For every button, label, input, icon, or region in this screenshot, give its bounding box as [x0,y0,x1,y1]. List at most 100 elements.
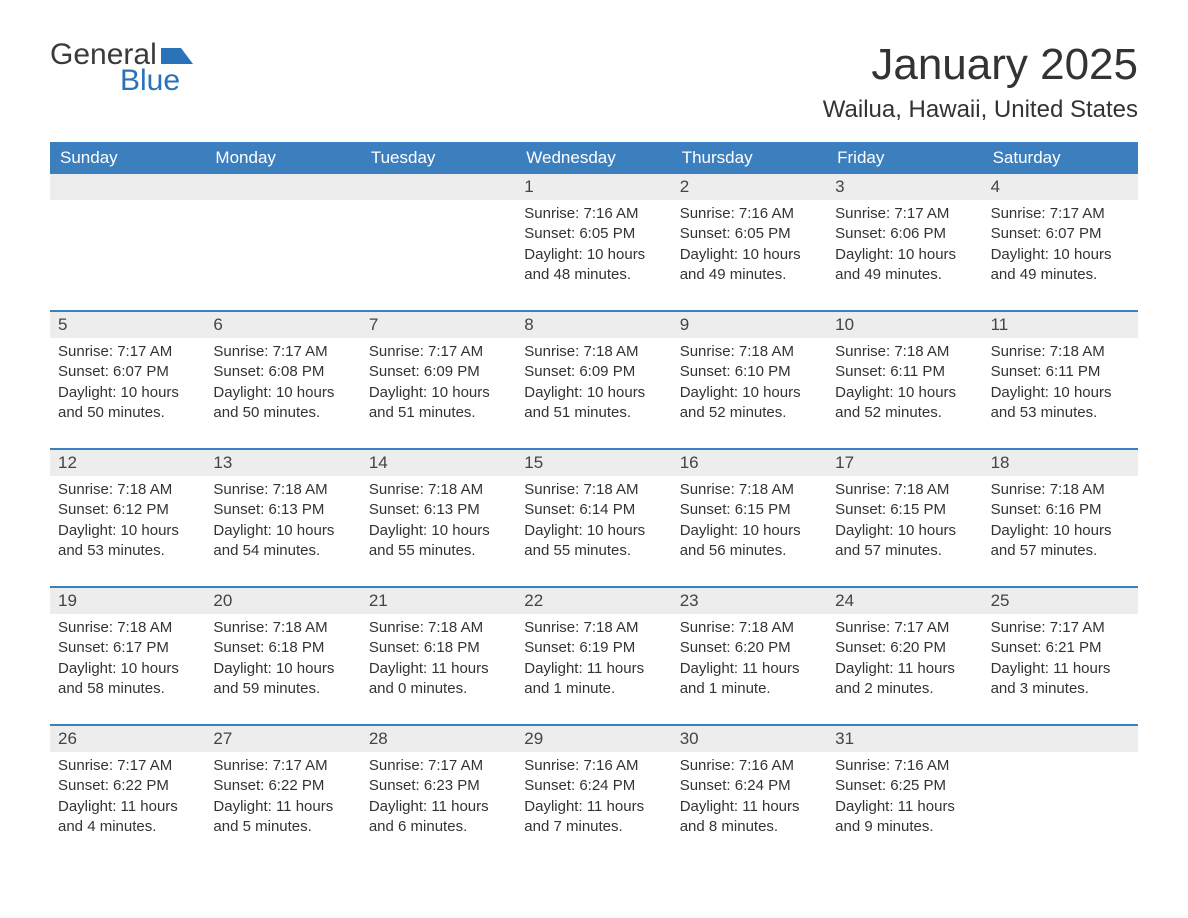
day-body: Sunrise: 7:17 AMSunset: 6:07 PMDaylight:… [983,200,1138,291]
sunrise-line-value: 7:18 AM [739,619,794,636]
daylight-line: Daylight: 11 hours and 1 minute. [680,659,819,700]
day-number [205,174,360,200]
day-number: 18 [983,450,1138,476]
day-body: Sunrise: 7:16 AMSunset: 6:05 PMDaylight:… [516,200,671,291]
daylight-line: Daylight: 10 hours and 55 minutes. [369,521,508,562]
sunrise-line: Sunrise: 7:17 AM [369,342,508,362]
sunrise-line: Sunrise: 7:17 AM [213,756,352,776]
daylight-line-label: Daylight: [369,798,427,815]
daylight-line-label: Daylight: [991,522,1049,539]
day-body: Sunrise: 7:16 AMSunset: 6:24 PMDaylight:… [672,752,827,843]
sunrise-line-value: 7:17 AM [273,343,328,360]
empty-cell [205,174,360,292]
logo: General Blue [50,40,193,96]
day-number: 9 [672,312,827,338]
sunset-line-value: 6:20 PM [735,639,791,656]
day-body: Sunrise: 7:18 AMSunset: 6:11 PMDaylight:… [983,338,1138,429]
sunset-line-value: 6:10 PM [735,363,791,380]
daylight-line-label: Daylight: [524,798,582,815]
sunrise-line-value: 7:18 AM [117,481,172,498]
weeks-container: 1Sunrise: 7:16 AMSunset: 6:05 PMDaylight… [50,174,1138,844]
day-number: 14 [361,450,516,476]
sunset-line-label: Sunset: [213,777,264,794]
sunset-line-label: Sunset: [58,777,109,794]
sunrise-line-label: Sunrise: [369,757,424,774]
day-number: 4 [983,174,1138,200]
daylight-line: Daylight: 10 hours and 56 minutes. [680,521,819,562]
sunset-line: Sunset: 6:24 PM [680,776,819,796]
sunset-line-value: 6:11 PM [890,363,945,380]
sunrise-line-value: 7:18 AM [583,343,638,360]
sunset-line: Sunset: 6:06 PM [835,224,974,244]
sunset-line-label: Sunset: [680,777,731,794]
daylight-line: Daylight: 10 hours and 57 minutes. [991,521,1130,562]
sunrise-line: Sunrise: 7:18 AM [524,342,663,362]
daylight-line-label: Daylight: [213,798,271,815]
daylight-line-label: Daylight: [369,384,427,401]
sunset-line-label: Sunset: [58,639,109,656]
sunrise-line-label: Sunrise: [369,343,424,360]
sunset-line-value: 6:18 PM [268,639,324,656]
day-cell: 20Sunrise: 7:18 AMSunset: 6:18 PMDayligh… [205,588,360,706]
day-body: Sunrise: 7:16 AMSunset: 6:24 PMDaylight:… [516,752,671,843]
day-cell: 25Sunrise: 7:17 AMSunset: 6:21 PMDayligh… [983,588,1138,706]
day-cell: 22Sunrise: 7:18 AMSunset: 6:19 PMDayligh… [516,588,671,706]
sunrise-line-label: Sunrise: [524,619,579,636]
sunrise-line-label: Sunrise: [58,481,113,498]
day-cell: 19Sunrise: 7:18 AMSunset: 6:17 PMDayligh… [50,588,205,706]
sunset-line-value: 6:06 PM [890,225,946,242]
sunset-line-value: 6:19 PM [579,639,635,656]
sunrise-line-value: 7:17 AM [428,343,483,360]
sunrise-line-value: 7:17 AM [894,619,949,636]
sunrise-line: Sunrise: 7:18 AM [524,480,663,500]
day-body: Sunrise: 7:18 AMSunset: 6:15 PM Daylight:… [827,476,982,567]
day-body: Sunrise: 7:18 AMSunset: 6:13 PMDaylight:… [205,476,360,567]
sunset-line: Sunset: 6:11 PM [991,362,1130,382]
daylight-line: Daylight: 10 hours and 54 minutes. [213,521,352,562]
daylight-line-label: Daylight: [835,660,893,677]
empty-cell [983,726,1138,844]
day-cell: 23Sunrise: 7:18 AMSunset: 6:20 PMDayligh… [672,588,827,706]
daylight-line-label: Daylight: [213,522,271,539]
title-block: January 2025 Wailua, Hawaii, United Stat… [823,40,1138,124]
daylight-line-label: Daylight: [835,522,893,539]
day-number: 26 [50,726,205,752]
sunset-line-label: Sunset: [524,501,575,518]
sunset-line-value: 6:16 PM [1046,501,1102,518]
sunset-line-label: Sunset: [835,225,886,242]
sunrise-line: Sunrise: 7:18 AM [835,480,974,500]
daylight-line-label: Daylight: [369,660,427,677]
sunset-line-label: Sunset: [835,501,886,518]
daylight-line: Daylight: 10 hours and 53 minutes. [58,521,197,562]
dow-cell: Saturday [983,142,1138,174]
sunrise-line-value: 7:17 AM [894,205,949,222]
day-number [983,726,1138,752]
daylight-line-label: Daylight: [58,384,116,401]
day-number [50,174,205,200]
sunrise-line-value: 7:16 AM [583,205,638,222]
header: General Blue January 2025 Wailua, Hawaii… [50,40,1138,124]
day-cell: 18Sunrise: 7:18 AMSunset: 6:16 PMDayligh… [983,450,1138,568]
sunrise-line-label: Sunrise: [524,343,579,360]
sunset-line-label: Sunset: [58,501,109,518]
sunset-line: Sunset: 6:23 PM [369,776,508,796]
sunrise-line: Sunrise: 7:17 AM [58,756,197,776]
daylight-line: Daylight: 10 hours and 49 minutes. [680,245,819,286]
sunset-line: Sunset: 6:09 PM [369,362,508,382]
sunrise-line-label: Sunrise: [680,619,735,636]
sunset-line-value: 6:07 PM [1046,225,1102,242]
day-body: Sunrise: 7:18 AMSunset: 6:19 PMDaylight:… [516,614,671,705]
sunrise-line: Sunrise: 7:18 AM [369,618,508,638]
day-number: 17 [827,450,982,476]
logo-word-2: Blue [120,66,193,96]
sunset-line-value: 6:15 PM [890,501,946,518]
day-number: 15 [516,450,671,476]
day-body: Sunrise: 7:18 AMSunset: 6:16 PMDaylight:… [983,476,1138,567]
daylight-line: Daylight: 10 hours and 49 minutes. [991,245,1130,286]
daylight-line-label: Daylight: [991,660,1049,677]
sunrise-line-label: Sunrise: [680,757,735,774]
day-cell: 29Sunrise: 7:16 AMSunset: 6:24 PMDayligh… [516,726,671,844]
daylight-line-label: Daylight: [58,798,116,815]
day-body: Sunrise: 7:18 AMSunset: 6:14 PMDaylight:… [516,476,671,567]
day-body: Sunrise: 7:17 AMSunset: 6:21 PMDaylight:… [983,614,1138,705]
